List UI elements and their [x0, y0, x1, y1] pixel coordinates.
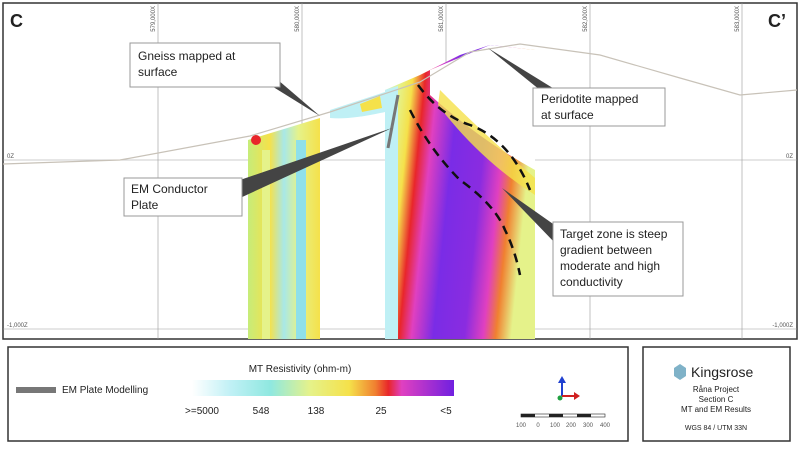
scale-label: 100 — [516, 423, 527, 429]
legend-tick-label: 138 — [308, 406, 325, 417]
elevation-label: -1,000Z — [772, 323, 793, 329]
easting-label: 582,000X — [583, 6, 589, 32]
callout-text: EM Conductor — [131, 182, 208, 196]
legend-title: MT Resistivity (ohm-m) — [249, 364, 352, 375]
logo-mark — [674, 364, 686, 380]
callout: EM Conductor Plate — [123, 128, 392, 217]
scale-label: 300 — [583, 423, 594, 429]
info-line: Section C — [699, 395, 734, 404]
crs: WGS 84 / UTM 33N — [685, 425, 747, 432]
legend-tick-label: >=5000 — [185, 406, 219, 417]
section-end-label: C’ — [768, 11, 786, 31]
legend-tick-label: 25 — [375, 406, 387, 417]
scale-label: 100 — [550, 423, 561, 429]
section-start-label: C — [10, 11, 23, 31]
callout-text: moderate and high — [560, 259, 660, 273]
callout-text: Plate — [131, 198, 159, 212]
info-line: MT and EM Results — [681, 405, 751, 414]
callout: Gneiss mapped at surface — [129, 42, 320, 116]
elevation-label: -1,000Z — [7, 323, 28, 329]
em-plate — [386, 94, 400, 149]
topography — [2, 43, 798, 165]
callout-text: surface — [138, 65, 178, 79]
callout: Target zone is steep gradient between mo… — [502, 188, 684, 297]
legend-panel — [7, 346, 629, 442]
callout: Peridotite mapped at surface — [488, 48, 666, 127]
scale-label: 400 — [600, 423, 611, 429]
brand: Kingsrose — [691, 364, 753, 380]
easting-label: 581,000X — [439, 6, 445, 32]
callout-text: conductivity — [560, 275, 623, 289]
color-ramp — [192, 380, 454, 396]
legend-tick-label: <5 — [440, 406, 452, 417]
easting-label: 583,000X — [735, 6, 741, 32]
info-panel — [642, 346, 791, 442]
em-plate-swatch — [16, 387, 56, 393]
legend-label: EM Plate Modelling — [62, 385, 148, 396]
info-line: Råna Project — [693, 385, 740, 394]
easting-label: 580,000X — [295, 6, 301, 32]
callout-text: Peridotite mapped — [541, 92, 638, 106]
elevation-label: 0Z — [786, 154, 793, 160]
callout-text: Gneiss mapped at — [138, 49, 236, 63]
legend-tick-label: 548 — [253, 406, 270, 417]
scale-bar: 100 0 100 200 300 400 — [516, 413, 611, 429]
easting-label: 579,000X — [151, 6, 157, 32]
callout-text: Target zone is steep — [560, 227, 668, 241]
callout-text: gradient between — [560, 243, 652, 257]
scale-label: 200 — [566, 423, 577, 429]
callout-text: at surface — [541, 108, 594, 122]
elevation-label: 0Z — [7, 154, 14, 160]
target-outline — [408, 84, 532, 276]
scale-label: 0 — [536, 423, 540, 429]
axis-triad — [557, 376, 580, 401]
resistivity-model — [248, 45, 535, 339]
